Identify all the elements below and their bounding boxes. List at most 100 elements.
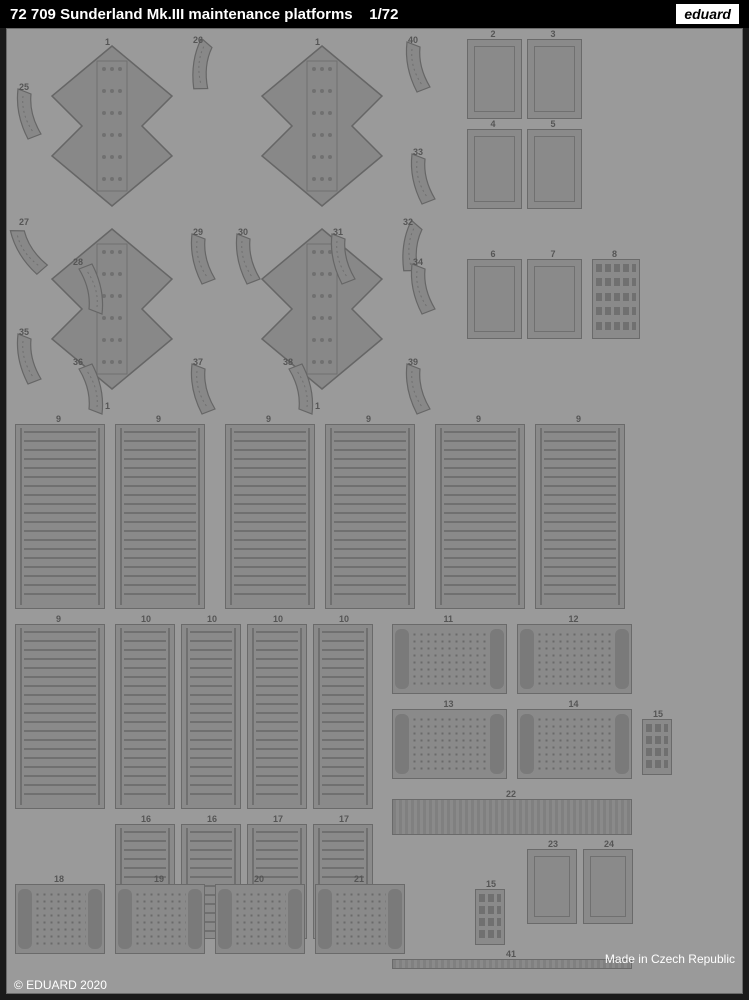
grate-panel	[392, 624, 507, 694]
part-label: 9	[476, 414, 481, 424]
part-label: 5	[551, 119, 556, 129]
ladder-panel	[225, 424, 315, 609]
part-label: 2	[491, 29, 496, 39]
part-label: 36	[73, 357, 83, 367]
door-panel	[467, 259, 522, 339]
header-bar: 72 709 Sunderland Mk.III maintenance pla…	[0, 0, 749, 28]
brand-badge: eduard	[676, 4, 739, 24]
part-label: 4	[491, 119, 496, 129]
part-label: 39	[408, 357, 418, 367]
part-label: 20	[254, 874, 264, 884]
corrugated-strip	[392, 959, 632, 969]
part-label: 17	[339, 814, 349, 824]
part-label: 16	[141, 814, 151, 824]
part-label: 35	[19, 327, 29, 337]
part-label: 38	[283, 357, 293, 367]
door-panel	[527, 129, 582, 209]
grate-panel	[115, 884, 205, 954]
part-label: 30	[238, 227, 248, 237]
part-label: 11	[444, 614, 454, 624]
part-label: 10	[273, 614, 283, 624]
corrugated-strip	[392, 799, 632, 835]
small-strip	[475, 889, 505, 945]
ladder-panel	[181, 624, 241, 809]
arc-piece	[327, 229, 367, 289]
door-panel	[527, 849, 577, 924]
arc-piece	[402, 37, 442, 97]
part-label: 32	[403, 217, 413, 227]
part-label: 8	[612, 249, 617, 259]
origin-text: Made in Czech Republic	[605, 952, 735, 966]
grate-panel	[215, 884, 305, 954]
part-label: 12	[569, 614, 579, 624]
grate-panel	[517, 624, 632, 694]
part-label: 41	[506, 949, 516, 959]
part-label: 9	[576, 414, 581, 424]
arc-piece	[232, 229, 272, 289]
door-panel	[583, 849, 633, 924]
arc-piece	[67, 259, 107, 319]
etch-sheet: 1111252627282930313233343536373839402345…	[6, 28, 743, 994]
arc-piece	[277, 359, 317, 419]
part-label: 26	[193, 35, 203, 45]
door-panel	[527, 39, 582, 119]
ladder-panel	[435, 424, 525, 609]
part-label: 1	[315, 37, 320, 47]
part-label: 27	[19, 217, 29, 227]
part-label: 16	[207, 814, 217, 824]
ladder-panel	[115, 624, 175, 809]
arc-piece	[67, 359, 107, 419]
part-label: 22	[506, 789, 516, 799]
product-scale: 1/72	[369, 6, 398, 23]
part-label: 7	[551, 249, 556, 259]
ladder-panel	[15, 624, 105, 809]
part-label: 9	[156, 414, 161, 424]
door-panel	[467, 129, 522, 209]
ladder-panel	[247, 624, 307, 809]
part-label: 3	[551, 29, 556, 39]
part-label: 6	[491, 249, 496, 259]
part-label: 9	[266, 414, 271, 424]
part-label: 40	[408, 35, 418, 45]
door-panel	[527, 259, 582, 339]
ladder-panel	[313, 624, 373, 809]
part-label: 21	[354, 874, 364, 884]
ladder-panel	[325, 424, 415, 609]
part-label: 18	[54, 874, 64, 884]
product-title: 72 709 Sunderland Mk.III maintenance pla…	[10, 6, 676, 23]
part-label: 9	[56, 414, 61, 424]
ladder-panel	[535, 424, 625, 609]
arc-piece	[407, 149, 447, 209]
ladder-panel	[115, 424, 205, 609]
part-label: 34	[413, 257, 423, 267]
part-label: 19	[154, 874, 164, 884]
arc-piece	[178, 32, 236, 102]
part-label: 9	[366, 414, 371, 424]
product-code: 72 709	[10, 6, 56, 23]
part-label: 23	[548, 839, 558, 849]
ladder-panel	[15, 424, 105, 609]
grate-panel	[392, 709, 507, 779]
part-label: 24	[604, 839, 614, 849]
part-label: 10	[339, 614, 349, 624]
part-label: 9	[56, 614, 61, 624]
part-label: 10	[141, 614, 151, 624]
arc-piece	[402, 359, 442, 419]
part-label: 15	[653, 709, 663, 719]
part-label: 14	[569, 699, 579, 709]
part-label: 15	[486, 879, 496, 889]
part-label: 17	[273, 814, 283, 824]
door-panel	[467, 39, 522, 119]
part-label: 10	[207, 614, 217, 624]
arc-piece	[13, 329, 53, 389]
arc-piece	[187, 229, 227, 289]
grate-panel	[15, 884, 105, 954]
clip-block	[592, 259, 640, 339]
grate-panel	[315, 884, 405, 954]
star-platform	[47, 41, 177, 211]
arc-piece	[13, 84, 53, 144]
part-label: 29	[193, 227, 203, 237]
arc-piece	[407, 259, 447, 319]
small-strip	[642, 719, 672, 775]
part-label: 1	[105, 37, 110, 47]
